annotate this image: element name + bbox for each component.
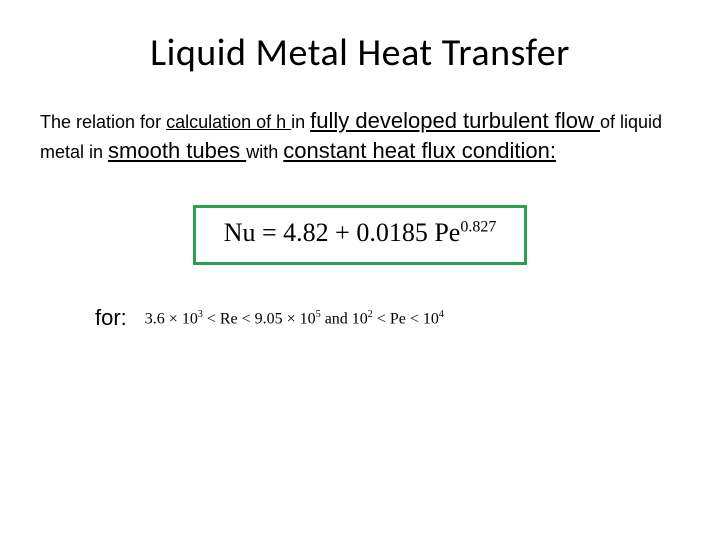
desc-text-3: in: [291, 112, 310, 132]
formula-eq: =: [255, 218, 283, 247]
desc-underline-smooth-tubes: smooth tubes: [108, 138, 246, 163]
range-b1: 10: [352, 310, 368, 327]
formula-box: Nu = 4.82 + 0.0185 Pe0.827: [193, 205, 528, 265]
page-title: Liquid Metal Heat Transfer: [40, 30, 680, 76]
range-a1: 3.6 × 10: [145, 310, 198, 327]
formula-c1: 4.82: [283, 218, 329, 247]
desc-text-7: with: [246, 142, 283, 162]
desc-underline-const-heat-flux: constant heat flux condition:: [283, 138, 556, 163]
range-lt2: < Pe <: [373, 310, 423, 327]
for-label: for:: [95, 305, 127, 331]
range-b2: 10: [423, 310, 439, 327]
validity-range-row: for: 3.6 × 103 < Re < 9.05 × 105 and 102…: [95, 305, 680, 331]
formula-exp: 0.827: [460, 219, 496, 236]
formula-var: Pe: [428, 218, 461, 247]
formula-plus: +: [329, 218, 357, 247]
formula-c2: 0.0185: [356, 218, 428, 247]
desc-text-1: The relation for: [40, 112, 166, 132]
formula-lhs: Nu: [224, 218, 256, 247]
range-lt1: < Re <: [203, 310, 255, 327]
formula-container: Nu = 4.82 + 0.0185 Pe0.827: [40, 205, 680, 265]
description-paragraph: The relation for calculation of h in ful…: [40, 106, 680, 165]
range-a2: 9.05 × 10: [255, 310, 316, 327]
range-b2e: 4: [439, 309, 444, 320]
validity-range: 3.6 × 103 < Re < 9.05 × 105 and 102 < Pe…: [145, 309, 444, 328]
range-and: and: [321, 310, 352, 327]
slide: Liquid Metal Heat Transfer The relation …: [0, 0, 720, 540]
desc-underline-fully-developed: fully developed turbulent flow: [310, 108, 600, 133]
desc-underline-calc-h: calculation of h: [166, 112, 291, 132]
